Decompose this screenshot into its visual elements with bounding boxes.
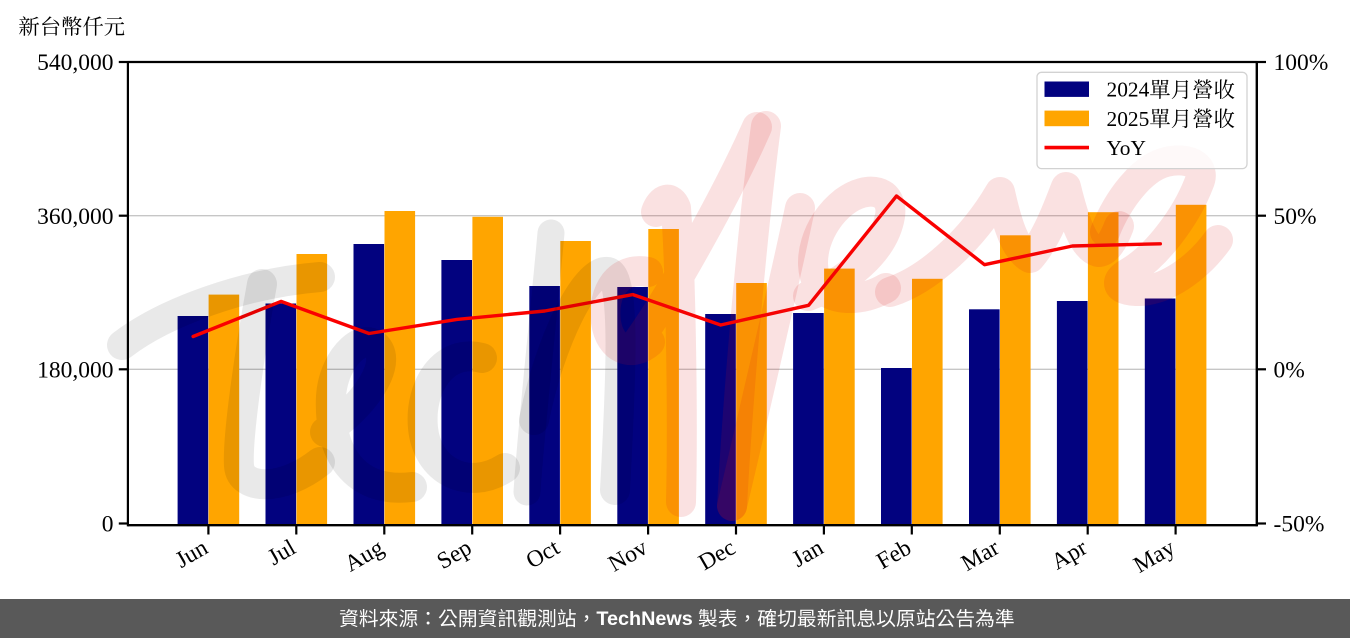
svg-text:TechNews: TechNews — [596, 608, 692, 630]
svg-text:50%: 50% — [1274, 204, 1317, 230]
svg-text:0: 0 — [102, 512, 114, 538]
svg-text:0%: 0% — [1274, 358, 1305, 384]
svg-text:-50%: -50% — [1274, 512, 1325, 538]
svg-text:180,000: 180,000 — [37, 358, 113, 384]
svg-text:2024: 2024 — [1107, 78, 1150, 102]
svg-text:540,000: 540,000 — [37, 50, 113, 76]
svg-text:YoY: YoY — [1107, 136, 1146, 160]
svg-text:100%: 100% — [1274, 50, 1329, 76]
svg-text:360,000: 360,000 — [37, 204, 113, 230]
svg-text:2025: 2025 — [1107, 107, 1150, 131]
